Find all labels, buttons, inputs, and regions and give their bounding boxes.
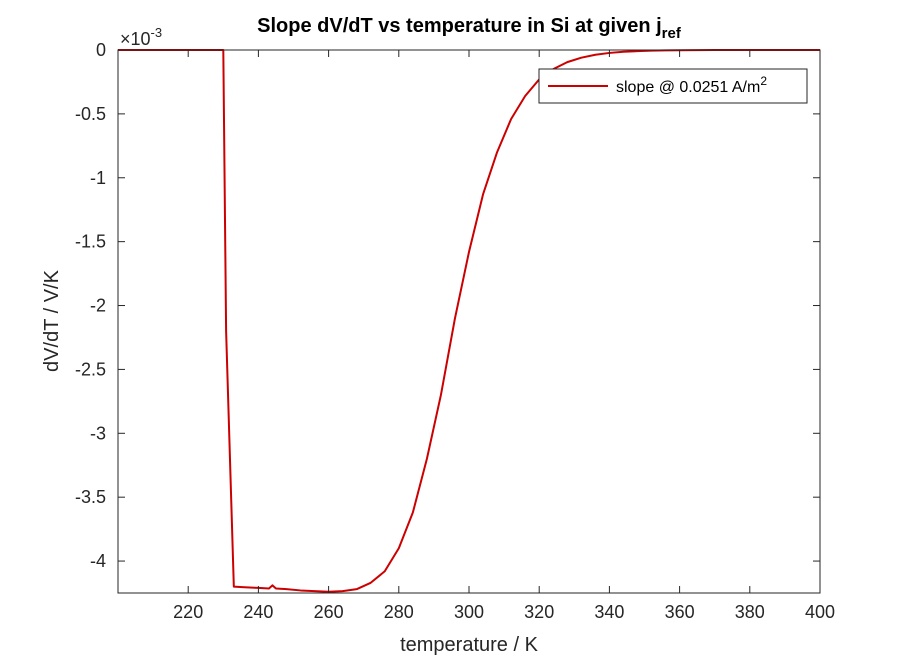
chart-title-subscript: ref	[662, 25, 682, 42]
y-axis-exponent-base: ×10	[120, 29, 151, 49]
y-tick-label: -3	[90, 423, 106, 443]
y-axis-exponent: ×10-3	[120, 25, 162, 49]
x-tick-label: 400	[805, 602, 835, 622]
y-tick-label: -4	[90, 551, 106, 571]
x-tick-label: 220	[173, 602, 203, 622]
x-tick-label: 240	[243, 602, 273, 622]
y-tick-label: -1	[90, 168, 106, 188]
x-axis-label: temperature / K	[400, 634, 539, 656]
legend: slope @ 0.0251 A/m2	[538, 68, 808, 104]
x-tick-label: 360	[665, 602, 695, 622]
y-tick-label: 0	[96, 40, 106, 60]
y-axis-exponent-power: -3	[151, 25, 163, 40]
y-tick-label: -3.5	[75, 487, 106, 507]
x-tick-label: 340	[594, 602, 624, 622]
data-layer	[118, 49, 820, 593]
y-tick-label: -2.5	[75, 359, 106, 379]
x-tick-label: 380	[735, 602, 765, 622]
y-tick-label: -1.5	[75, 232, 106, 252]
y-axis-label: dV/dT / V/K	[41, 269, 63, 372]
x-axis-ticks: 220 240 260 280 300 320 340 360 380 400	[173, 50, 835, 622]
x-tick-label: 300	[454, 602, 484, 622]
legend-entry-superscript: 2	[760, 74, 767, 88]
plot-area	[118, 50, 820, 593]
y-axis-ticks: 0 -0.5 -1 -1.5 -2 -2.5 -3 -3.5 -4	[75, 40, 820, 571]
chart-title: Slope dV/dT vs temperature in Si at give…	[257, 15, 682, 42]
y-tick-label: -0.5	[75, 104, 106, 124]
series-line	[118, 49, 820, 593]
x-tick-label: 280	[384, 602, 414, 622]
legend-entry-label: slope @ 0.0251 A/m	[616, 79, 760, 96]
chart-title-main: Slope dV/dT vs temperature in Si at give…	[257, 15, 662, 37]
y-tick-label: -2	[90, 296, 106, 316]
x-tick-label: 260	[314, 602, 344, 622]
x-tick-label: 320	[524, 602, 554, 622]
legend-entry: slope @ 0.0251 A/m2	[616, 74, 767, 96]
